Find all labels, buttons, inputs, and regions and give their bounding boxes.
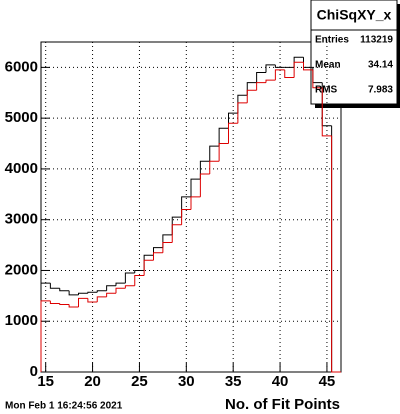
y-tick-label: 4000 <box>5 160 38 177</box>
stats-value: 7.983 <box>368 85 393 96</box>
y-tick-label: 2000 <box>5 261 38 278</box>
histogram-bin <box>284 69 295 79</box>
y-tick-label: 0 <box>30 363 38 380</box>
histogram-bin <box>331 135 341 373</box>
histogram-bin <box>59 303 70 305</box>
histogram-bin <box>40 300 51 372</box>
histogram-bin <box>49 283 60 289</box>
histogram-bin <box>303 62 313 71</box>
histogram-bin <box>162 242 173 253</box>
x-tick-label: 40 <box>272 373 289 390</box>
histogram-bin <box>190 196 201 210</box>
histogram-bin <box>106 285 116 291</box>
histogram-bin <box>78 292 88 295</box>
x-axis-label: No. of Fit Points <box>225 396 340 413</box>
histogram-bin <box>218 127 229 147</box>
histogram-bin <box>124 285 135 289</box>
histogram-bin <box>190 178 201 197</box>
stats-label: Entries <box>315 35 349 46</box>
histogram-bin <box>134 275 145 286</box>
stats-title: ChiSqXY_x <box>317 7 392 23</box>
histogram-bin <box>265 79 276 83</box>
histogram-bin <box>87 291 98 294</box>
x-tick-label: 15 <box>37 373 54 390</box>
histogram-bin <box>143 259 154 276</box>
y-tick-label: 6000 <box>5 58 38 75</box>
histogram-bin <box>237 102 248 124</box>
timestamp: Mon Feb 1 16:24:56 2021 <box>5 401 123 412</box>
histogram-bin <box>181 209 191 225</box>
histogram-bin <box>78 297 88 308</box>
stats-label: Mean <box>315 60 341 71</box>
histogram-bin <box>331 125 341 373</box>
y-tick-label: 5000 <box>5 109 38 126</box>
histogram-bin <box>106 292 116 297</box>
stats-box <box>310 0 398 105</box>
y-tick-label: 3000 <box>5 211 38 228</box>
histogram-bin <box>274 64 285 68</box>
histogram-bin <box>237 94 248 114</box>
histogram-bin <box>256 71 266 83</box>
x-tick-label: 30 <box>178 373 195 390</box>
histogram-bin <box>87 298 98 303</box>
histogram-bin <box>274 69 285 81</box>
histogram-bin <box>143 254 154 271</box>
histogram-bin <box>218 143 229 162</box>
plot-frame <box>40 41 342 373</box>
histogram-bin <box>124 272 135 284</box>
histogram-bin <box>68 290 79 296</box>
histogram-bin <box>115 282 126 286</box>
histogram-bin <box>312 69 323 89</box>
histogram-bin <box>115 287 126 294</box>
histogram-bin <box>199 160 210 180</box>
y-tick-label: 1000 <box>5 312 38 329</box>
histogram-bin <box>199 173 210 197</box>
histogram-bin <box>209 160 220 174</box>
histogram-bin <box>246 82 257 96</box>
histogram-bin <box>246 89 257 103</box>
histogram-bin <box>68 304 79 308</box>
histogram-bin <box>134 269 145 273</box>
histogram-bin <box>153 252 163 261</box>
histogram-bin <box>321 87 332 137</box>
histogram-bin <box>153 247 163 256</box>
histogram-bin <box>96 290 107 293</box>
histogram-bin <box>256 82 266 91</box>
x-tick-label: 35 <box>225 373 242 390</box>
histogram-bin <box>293 61 304 78</box>
histogram-bin <box>265 64 276 73</box>
x-tick-label: 25 <box>131 373 148 390</box>
histogram-bin <box>96 296 107 302</box>
x-tick-label: 45 <box>319 373 336 390</box>
histogram-bin <box>59 288 70 292</box>
histogram-bin <box>49 300 60 304</box>
stats-value: 113219 <box>360 35 393 46</box>
histogram-bin <box>171 224 182 243</box>
histogram-bin <box>228 122 238 144</box>
stats-value: 34.14 <box>368 60 393 71</box>
histogram-bin <box>162 234 173 248</box>
stats-label: RMS <box>315 85 338 96</box>
histogram-bin <box>209 145 220 162</box>
x-tick-label: 20 <box>84 373 101 390</box>
